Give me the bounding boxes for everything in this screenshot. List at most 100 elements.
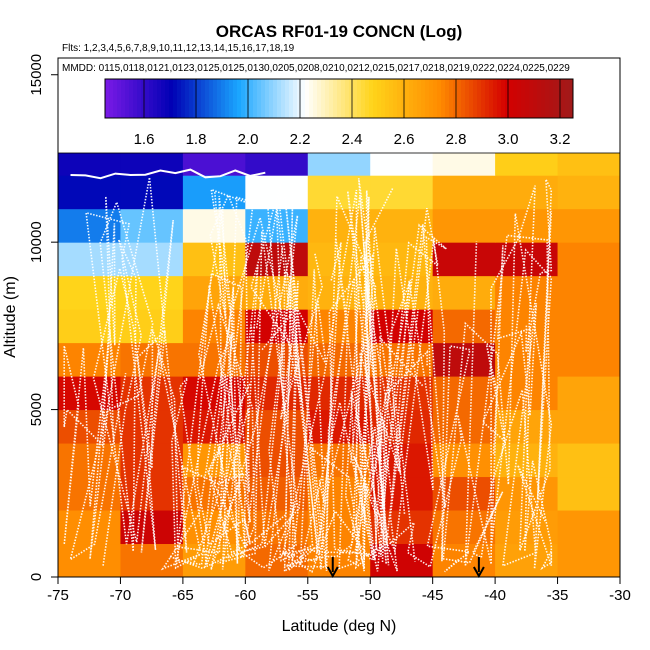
colorbar-strip [353,79,358,118]
colorbar-strip [401,79,406,118]
colorbar-strip [149,79,154,118]
heatmap-cell [58,242,121,277]
colorbar-strip [537,79,542,118]
colorbar-strip [417,79,422,118]
heatmap-cell [432,309,496,344]
colorbar-strip [181,79,186,118]
colorbar-strip [245,79,250,118]
colorbar-strip [345,79,350,118]
colorbar-strip [533,79,538,118]
colorbar-strip [433,79,438,118]
heatmap-cell [432,208,496,243]
heatmap-cell [432,342,496,377]
flight-track [198,193,256,561]
y-tick-label: 10000 [28,221,45,263]
colorbar-strip [337,79,342,118]
heatmap-cell [557,208,621,243]
colorbar-tick-label: 3.0 [498,131,519,148]
colorbar-strip [177,79,182,118]
flight-track [275,189,406,565]
y-tick-label: 15000 [28,54,45,96]
colorbar-strip [513,79,518,118]
heatmap-cell [495,510,559,545]
heatmap-cell [120,175,184,210]
colorbar-frame [104,78,574,119]
heatmap-cell [245,208,309,243]
colorbar-strip [365,79,370,118]
heatmap-cell [557,376,621,411]
colorbar-strip [305,79,310,118]
heatmap-cell [432,242,496,277]
colorbar-strip [377,79,382,118]
flight-track [70,168,266,180]
colorbar-strip [549,79,554,118]
flight-track [238,191,419,571]
colorbar-strip [313,79,318,118]
colorbar [105,79,574,118]
colorbar-strip [509,79,514,118]
colorbar-strip [529,79,534,118]
colorbar-strip [325,79,330,118]
colorbar-strip [477,79,482,118]
colorbar-strip [465,79,470,118]
colorbar-strip [173,79,178,118]
colorbar-strip [489,79,494,118]
colorbar-strip [165,79,170,118]
plot-frame [57,57,621,578]
colorbar-strip [501,79,506,118]
heatmap-cell [432,175,496,210]
colorbar-strip [189,79,194,118]
colorbar-strip [129,79,134,118]
colorbar-strip [397,79,402,118]
heatmap-cell [245,409,309,444]
flight-track [69,177,254,571]
colorbar-strip [565,79,570,118]
colorbar-strip [285,79,290,118]
colorbar-strip [233,79,238,118]
arrow-markers [326,556,485,579]
heatmap-cell [557,342,621,377]
x-tick-label: -65 [172,587,194,604]
colorbar-strip [197,79,202,118]
colorbar-strip [293,79,298,118]
colorbar-strip [381,79,386,118]
colorbar-strip [373,79,378,118]
colorbar-strip [161,79,166,118]
flight-track [196,215,299,570]
colorbar-strip [121,79,126,118]
chart-title: ORCAS RF01-19 CONCN (Log) [216,22,463,41]
arrow-marker-head [473,566,485,579]
heatmap-cell [58,175,121,210]
heatmap-cell [58,409,121,444]
heatmap-cell [432,376,496,411]
colorbar-strip [141,79,146,118]
colorbar-strip [257,79,262,118]
y-axis-label: Altitude (m) [2,276,19,358]
flight-track [308,190,447,572]
heatmap-cell [182,309,246,344]
heatmap-cell [557,175,621,210]
colorbar-strip [385,79,390,118]
colorbar-strip [525,79,530,118]
colorbar-strip [221,79,226,118]
colorbar-strip [361,79,366,118]
colorbar-strip [497,79,502,118]
colorbar-ticks: 1.6 1.8 2.0 2.2 2.4 2.6 2.8 3.0 3.2 [134,79,570,148]
arrow-marker-head [326,566,339,579]
colorbar-strip [517,79,522,118]
colorbar-strip [413,79,418,118]
colorbar-strip [301,79,306,118]
x-tick-label: -55 [297,587,319,604]
colorbar-strip [469,79,474,118]
colorbar-strip [265,79,270,118]
colorbar-strip [321,79,326,118]
heatmap-cell [245,242,309,277]
colorbar-tick-label: 1.8 [186,131,207,148]
heatmap-cells [58,141,621,578]
colorbar-strip [389,79,394,118]
colorbar-strip [133,79,138,118]
x-tick-label: -60 [234,587,256,604]
x-tick-label: -70 [110,587,132,604]
heatmap-cell [120,543,184,578]
colorbar-strip [105,79,110,118]
